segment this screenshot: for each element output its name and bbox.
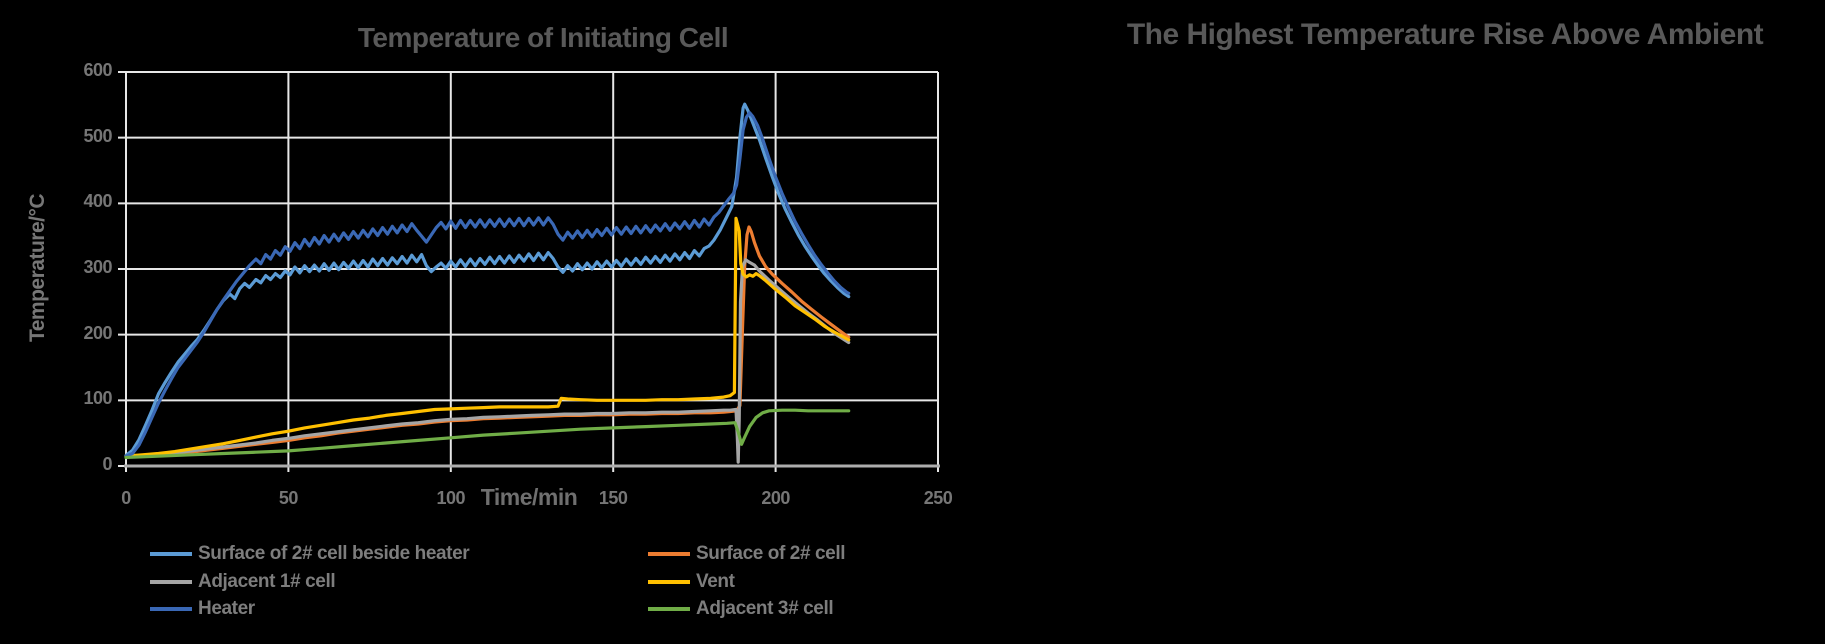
legend-swatch xyxy=(150,607,192,611)
x-tick-label: 150 xyxy=(598,488,628,508)
legend-label: Adjacent 1# cell xyxy=(198,571,336,592)
legend-item: Vent xyxy=(648,570,735,594)
legend-swatch xyxy=(150,580,192,584)
y-tick-label: 400 xyxy=(83,191,112,212)
left-chart-title: Temperature of Initiating Cell xyxy=(357,22,729,53)
x-tick-label: 250 xyxy=(923,488,953,508)
legend-label: Surface of 2# cell xyxy=(696,543,846,564)
x-axis-title: Time/min xyxy=(480,484,578,510)
y-tick-label: 500 xyxy=(83,125,112,146)
series-line-vent xyxy=(124,216,851,458)
legend-label: Adjacent 3# cell xyxy=(696,598,834,619)
x-tick-label: 100 xyxy=(436,488,466,508)
legend-label: Heater xyxy=(198,598,255,619)
x-tick-label: 200 xyxy=(761,488,790,508)
legend-item: Heater xyxy=(150,597,255,621)
legend-swatch xyxy=(648,607,690,611)
legend-label: Surface of 2# cell beside heater xyxy=(198,543,470,564)
legend-item: Adjacent 3# cell xyxy=(648,597,834,621)
legend-swatch xyxy=(150,552,192,556)
series-line-adjacent-3-cell xyxy=(124,408,851,460)
x-tick-label: 50 xyxy=(278,488,299,508)
series-line-adjacent-1-cell xyxy=(124,258,851,464)
legend-label: Vent xyxy=(696,571,735,592)
legend-item: Surface of 2# cell beside heater xyxy=(150,542,470,566)
y-tick-label: 200 xyxy=(83,322,112,343)
legend-swatch xyxy=(648,552,690,556)
y-tick-label: 100 xyxy=(83,388,112,409)
series-line-surface-of-2-cell-beside-heater xyxy=(124,102,851,458)
y-tick-label: 300 xyxy=(83,257,112,277)
legend-swatch xyxy=(648,580,690,584)
legend-item: Surface of 2# cell xyxy=(648,542,846,566)
series-line-heater xyxy=(124,111,851,458)
legend-item: Adjacent 1# cell xyxy=(150,570,336,594)
y-tick-label: 0 xyxy=(102,454,112,474)
right-panel-title: The Highest Temperature Rise Above Ambie… xyxy=(1126,18,1764,51)
y-tick-label: 600 xyxy=(83,60,112,80)
x-tick-label: 0 xyxy=(121,488,131,508)
